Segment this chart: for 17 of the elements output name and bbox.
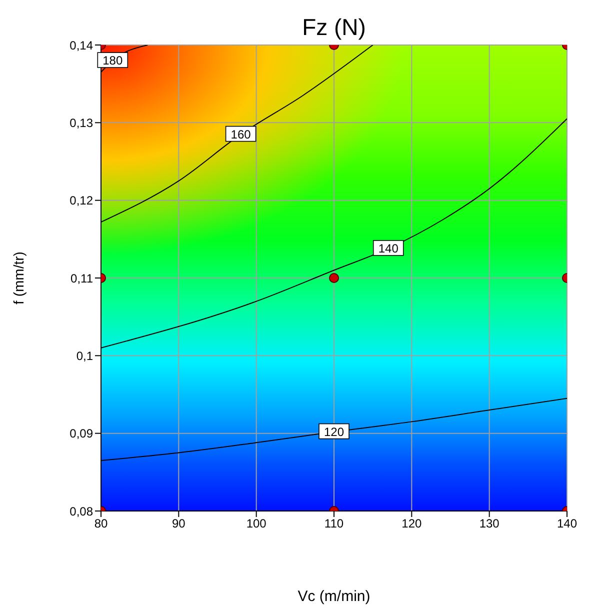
x-tick-label: 140 [556, 516, 578, 531]
y-tick-label: 0,08 [70, 504, 94, 518]
y-tick-label: 0,11 [70, 271, 94, 286]
y-tick-label: 0,14 [70, 38, 94, 52]
y-axis-title: f (mm/tr) [10, 252, 26, 304]
x-tick-label: 130 [479, 516, 500, 531]
x-tick-label: 120 [402, 516, 422, 531]
y-tick-label: 0,13 [70, 116, 94, 130]
y-tick-label: 0,12 [70, 194, 94, 208]
chart-title: Fz (N) [301, 14, 367, 41]
x-axis-title: Vc (m/min) [298, 588, 370, 605]
x-tick-label: 90 [172, 516, 186, 531]
x-tick-label: 100 [246, 516, 267, 531]
x-tick-label: 80 [94, 516, 108, 531]
x-tick-label: 110 [324, 516, 344, 531]
y-tick-label: 0,1 [76, 348, 94, 363]
y-tick-label: 0,09 [70, 426, 94, 441]
